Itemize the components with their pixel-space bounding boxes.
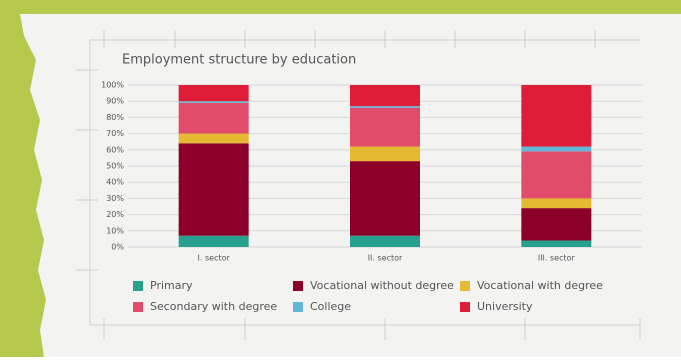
y-tick-label: 30%	[106, 194, 124, 203]
x-tick-label: II. sector	[368, 254, 403, 263]
bar-segment	[178, 101, 249, 103]
bar-segment	[178, 235, 249, 247]
legend-label: Vocational with degree	[477, 279, 603, 292]
bar-segment	[178, 102, 249, 134]
bar-segment	[350, 161, 420, 236]
y-tick-label: 60%	[106, 145, 124, 154]
bar-segment	[521, 208, 592, 241]
legend-label: Vocational without degree	[310, 279, 454, 292]
bar-segment	[350, 85, 420, 107]
y-tick-label: 100%	[101, 81, 124, 90]
chart-title: Employment structure by education	[122, 53, 356, 68]
legend-label: Secondary with degree	[150, 300, 277, 313]
bar-segment	[350, 235, 420, 247]
bar-segment	[521, 198, 592, 209]
bar-segment	[350, 106, 420, 108]
x-tick-label: III. sector	[538, 254, 576, 263]
y-tick-label: 50%	[106, 162, 124, 171]
legend-label: College	[310, 300, 351, 313]
bar-segment	[178, 133, 249, 144]
legend-swatch	[293, 302, 303, 312]
bar-segment	[350, 146, 420, 162]
decoration	[76, 30, 641, 340]
legend-swatch	[460, 302, 470, 312]
x-tick-label: I. sector	[198, 254, 231, 263]
y-tick-label: 40%	[106, 178, 124, 187]
y-tick-label: 70%	[106, 129, 124, 138]
bar-segment	[521, 85, 592, 147]
bar-segment	[521, 240, 592, 247]
bar-segment	[521, 146, 592, 152]
legend-label: University	[477, 300, 533, 313]
y-tick-label: 20%	[106, 210, 124, 219]
bar-segment	[178, 143, 249, 236]
legend-label: Primary	[150, 279, 193, 292]
y-tick-label: 0%	[111, 243, 124, 252]
legend-swatch	[133, 302, 143, 312]
bar-segment	[350, 107, 420, 147]
bar-segment	[178, 85, 249, 102]
y-tick-label: 80%	[106, 113, 124, 122]
legend-swatch	[293, 281, 303, 291]
legend-swatch	[133, 281, 143, 291]
bar-segment	[521, 151, 592, 199]
y-tick-label: 90%	[106, 97, 124, 106]
y-tick-label: 10%	[106, 226, 124, 235]
legend-swatch	[460, 281, 470, 291]
